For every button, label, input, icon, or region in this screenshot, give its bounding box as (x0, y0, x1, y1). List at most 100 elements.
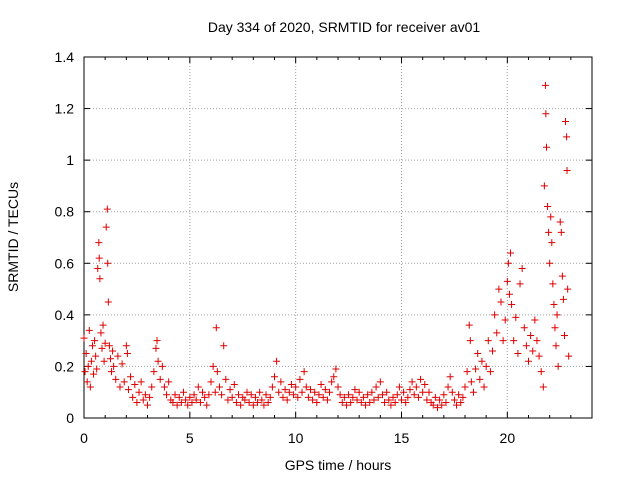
x-tick-label: 5 (186, 430, 194, 446)
y-tick-label: 0.6 (55, 255, 75, 271)
data-point (190, 391, 198, 399)
data-point (133, 399, 141, 407)
data-point (558, 272, 566, 280)
data-point (357, 399, 365, 407)
data-point (309, 396, 317, 404)
data-point (376, 378, 384, 386)
data-point (537, 368, 545, 376)
data-point (353, 396, 361, 404)
data-point (503, 277, 511, 285)
data-point (163, 391, 171, 399)
data-point (541, 81, 549, 89)
data-point (90, 370, 98, 378)
data-point (527, 331, 535, 339)
data-point (302, 383, 310, 391)
data-point (271, 373, 278, 381)
data-point (179, 388, 187, 396)
data-point (417, 375, 425, 383)
y-tick-label: 0.4 (55, 307, 75, 323)
data-point (251, 393, 259, 401)
x-tick-label: 20 (500, 430, 516, 446)
data-point (283, 396, 291, 404)
data-point (429, 401, 437, 409)
data-point (273, 357, 281, 365)
y-tick-label: 0 (66, 410, 74, 426)
data-point (87, 357, 95, 365)
data-point (551, 324, 559, 332)
data-point (412, 383, 420, 391)
data-point (281, 386, 289, 394)
data-point (540, 182, 548, 190)
data-point (152, 344, 160, 352)
data-point (94, 264, 102, 272)
data-point (505, 290, 513, 298)
data-point (266, 393, 274, 401)
data-point (559, 295, 567, 303)
data-point (328, 378, 336, 386)
data-point (516, 280, 524, 288)
data-point (98, 344, 106, 352)
data-point (116, 383, 124, 391)
data-point (507, 249, 515, 257)
data-point (370, 396, 378, 404)
data-point (294, 393, 302, 401)
data-point (169, 399, 177, 407)
data-point (338, 399, 346, 407)
data-point (287, 380, 295, 388)
data-point (186, 393, 194, 401)
data-point (484, 337, 492, 345)
data-point (381, 399, 389, 407)
data-point (245, 399, 253, 407)
data-point (311, 388, 319, 396)
data-point (84, 362, 92, 370)
data-point (323, 396, 331, 404)
data-point (436, 396, 444, 404)
data-point (548, 239, 556, 247)
data-point (201, 393, 209, 401)
data-point (546, 259, 554, 267)
data-point (550, 301, 558, 309)
data-point (108, 368, 116, 376)
data-point (254, 399, 262, 407)
data-point (306, 386, 314, 394)
data-point (104, 298, 112, 306)
data-point (290, 391, 298, 399)
data-point (326, 388, 334, 396)
data-point (425, 388, 433, 396)
data-point (542, 110, 550, 118)
data-point (196, 399, 204, 407)
data-point (389, 393, 397, 401)
data-point (557, 228, 565, 236)
data-point (81, 368, 89, 376)
data-point (529, 347, 537, 355)
data-point (408, 378, 416, 386)
data-point (495, 285, 503, 293)
data-point (102, 223, 110, 231)
data-point (150, 368, 158, 376)
data-point (298, 388, 306, 396)
data-point (85, 326, 93, 334)
data-point (275, 388, 283, 396)
data-point (368, 388, 376, 396)
data-point (497, 298, 505, 306)
data-point (213, 368, 221, 376)
data-point (385, 396, 393, 404)
data-point (135, 388, 143, 396)
x-axis-label: GPS time / hours (285, 457, 392, 473)
data-point (347, 399, 355, 407)
data-point (317, 380, 325, 388)
data-point (342, 401, 350, 409)
data-point (148, 383, 156, 391)
data-point (313, 399, 321, 407)
data-point (158, 362, 166, 370)
data-point (230, 380, 238, 388)
data-point (249, 401, 257, 409)
data-point (224, 396, 232, 404)
data-point (400, 388, 408, 396)
data-point (469, 388, 477, 396)
data-point (520, 324, 528, 332)
data-point (199, 388, 207, 396)
data-point (556, 218, 564, 226)
data-point (192, 396, 200, 404)
x-tick-label: 10 (288, 430, 304, 446)
